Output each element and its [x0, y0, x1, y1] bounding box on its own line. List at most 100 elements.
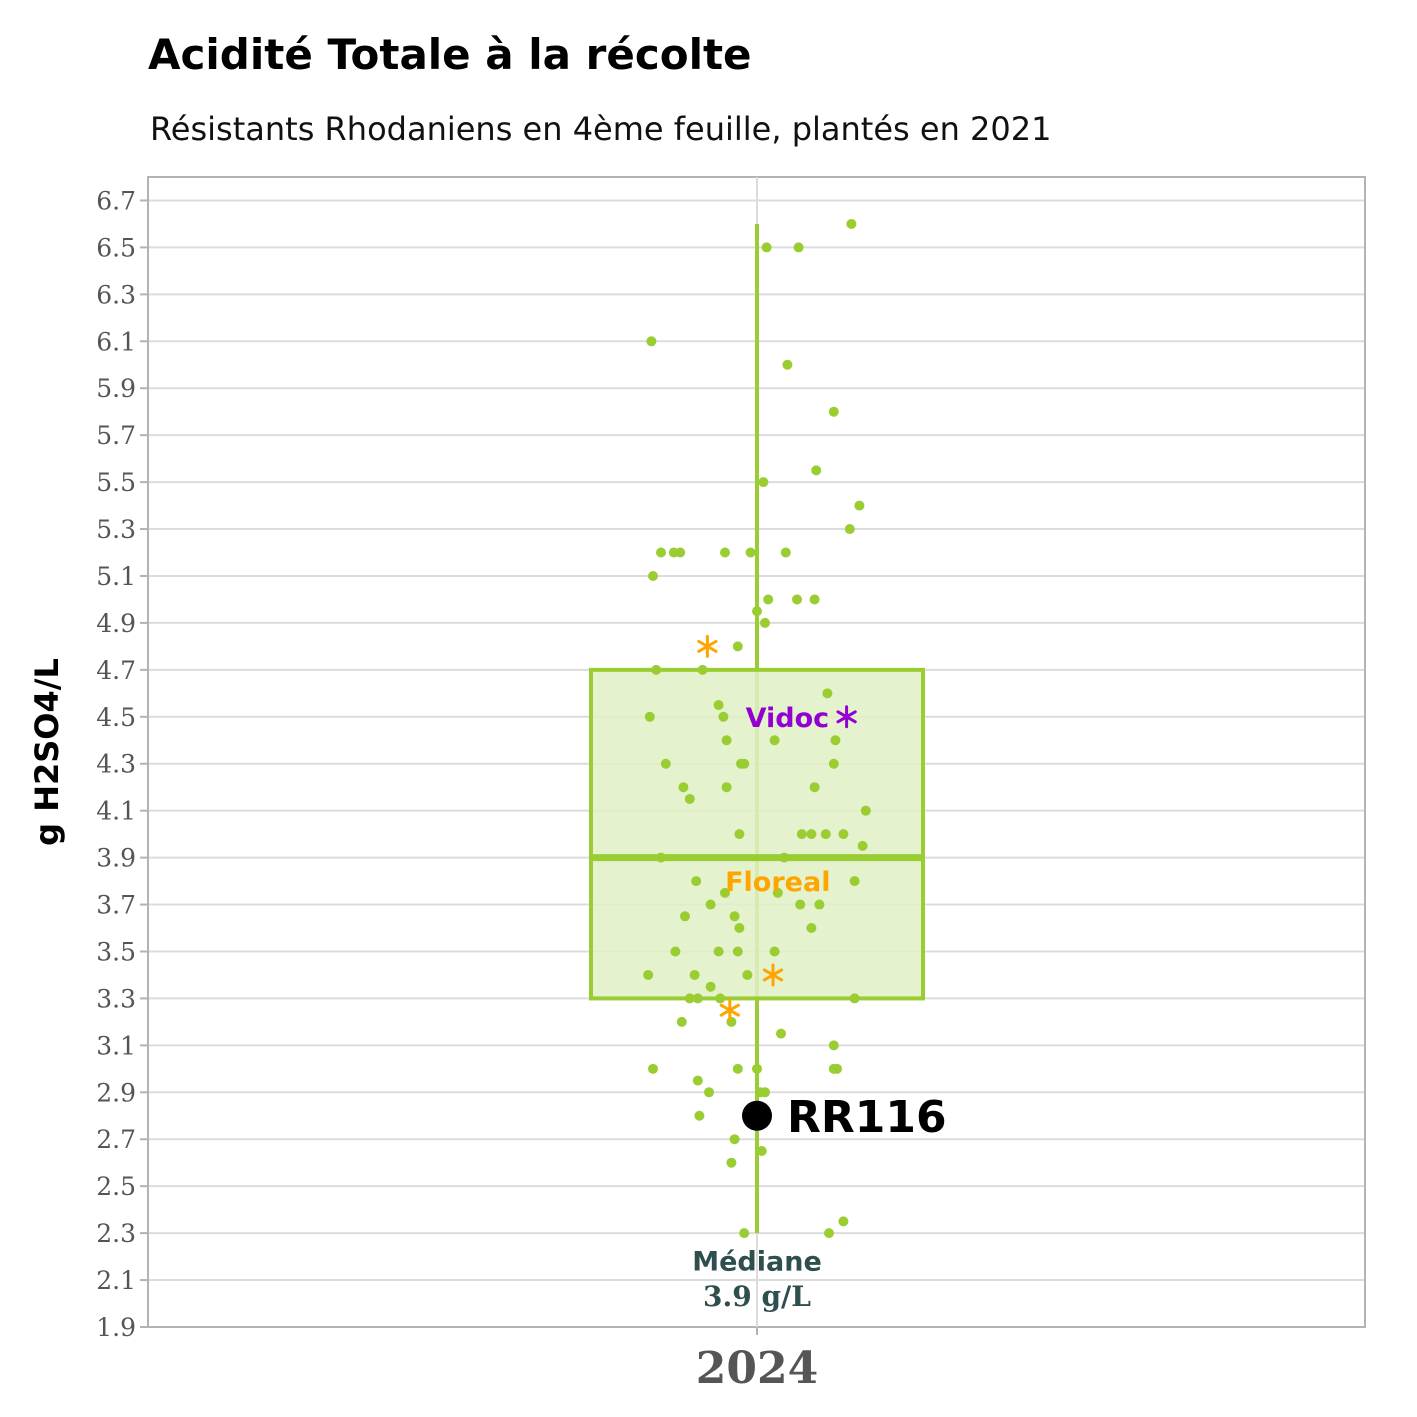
data-point [732, 641, 743, 652]
data-point [782, 359, 793, 370]
data-point [721, 735, 732, 746]
y-tick-label: 5.1 [96, 562, 136, 591]
data-point [772, 887, 783, 898]
data-point [713, 700, 724, 711]
rr116-sample-label: RR116 [787, 1092, 947, 1143]
data-point [745, 547, 756, 558]
y-axis-ticks: 1.9 2.1 2.3 2.5 2.7 2.9 3.1 3.3 3.5 3.7 3.9 4.1 4.3 4… [96, 186, 148, 1342]
asterisk-stroke [762, 968, 784, 982]
data-point [648, 1063, 658, 1074]
data-point [656, 547, 666, 558]
data-point [739, 758, 750, 769]
data-point [795, 899, 806, 910]
data-point [742, 969, 753, 980]
y-tick-label: 2.1 [96, 1266, 136, 1295]
data-points [643, 218, 871, 1239]
data-point [849, 993, 860, 1004]
y-tick-label: 4.1 [96, 797, 136, 826]
data-point [776, 1028, 786, 1039]
asterisk-marker [836, 705, 857, 729]
data-point [760, 617, 770, 628]
data-point [692, 1075, 703, 1086]
data-point [656, 852, 666, 863]
data-point [726, 1157, 737, 1168]
data-point [846, 218, 857, 229]
data-point [857, 840, 868, 851]
data-point [763, 594, 774, 605]
x-axis-ticks: 2024 [696, 1327, 818, 1394]
data-point [691, 876, 702, 887]
y-tick-label: 3.9 [96, 844, 136, 873]
data-point [676, 1016, 687, 1027]
data-point [694, 1110, 705, 1121]
data-point [715, 993, 726, 1004]
y-tick-label: 6.1 [96, 327, 136, 356]
box-group [589, 223, 925, 1234]
data-point [643, 969, 654, 980]
data-point [720, 887, 730, 898]
asterisk-marker [697, 634, 718, 658]
data-point [734, 923, 745, 934]
data-point [752, 1063, 762, 1074]
data-point [809, 782, 820, 793]
y-tick-label: 2.7 [96, 1125, 136, 1154]
data-point [689, 969, 700, 980]
y-tick-label: 1.9 [96, 1313, 136, 1342]
data-point [644, 711, 655, 722]
data-point [809, 594, 820, 605]
median-label-line1: Médiane [692, 1247, 822, 1278]
y-tick-label: 3.1 [96, 1031, 136, 1060]
data-point [726, 1016, 737, 1027]
data-point [680, 911, 690, 922]
data-point [824, 1228, 834, 1239]
y-tick-label: 3.7 [96, 891, 136, 920]
data-point [756, 1145, 767, 1156]
annotation-floreal: Floreal [725, 867, 830, 898]
data-point [697, 664, 708, 675]
data-point [660, 758, 671, 769]
data-point [769, 946, 780, 957]
data-point [793, 242, 804, 253]
data-point [828, 758, 839, 769]
y-tick-label: 5.3 [96, 515, 136, 544]
y-tick-label: 6.3 [96, 280, 136, 309]
data-point [769, 735, 780, 746]
data-point [849, 876, 860, 887]
data-point [739, 1228, 750, 1239]
highlight-points: Floreal Vidoc [697, 634, 857, 1022]
asterisk-marker [719, 998, 740, 1022]
data-point [713, 946, 724, 957]
rr116-sample-point [742, 1100, 772, 1131]
y-tick-label: 5.5 [96, 468, 136, 497]
y-tick-label: 3.3 [96, 984, 136, 1013]
y-tick-label: 5.9 [96, 374, 136, 403]
y-tick-label: 4.3 [96, 750, 136, 779]
data-point [732, 946, 743, 957]
data-point [761, 242, 772, 253]
data-point [729, 911, 740, 922]
data-point [721, 782, 732, 793]
data-point [704, 1087, 714, 1098]
data-point [718, 711, 729, 722]
data-point [814, 899, 825, 910]
data-point [822, 688, 833, 699]
data-point [860, 805, 871, 816]
data-point [732, 1063, 743, 1074]
data-point [806, 829, 817, 840]
data-point [780, 547, 791, 558]
data-point [729, 1134, 740, 1145]
y-tick-label: 6.5 [96, 233, 136, 262]
data-point [705, 981, 716, 992]
y-tick-label: 2.3 [96, 1219, 136, 1248]
data-point [684, 993, 695, 1004]
data-point [844, 524, 855, 535]
y-tick-label: 3.5 [96, 937, 136, 966]
data-point [670, 946, 681, 957]
asterisk-stroke [697, 639, 718, 653]
data-point [838, 829, 849, 840]
data-point [760, 1087, 770, 1098]
data-point [828, 406, 839, 417]
annotation-vidoc: Vidoc [746, 703, 830, 734]
data-point [830, 735, 841, 746]
